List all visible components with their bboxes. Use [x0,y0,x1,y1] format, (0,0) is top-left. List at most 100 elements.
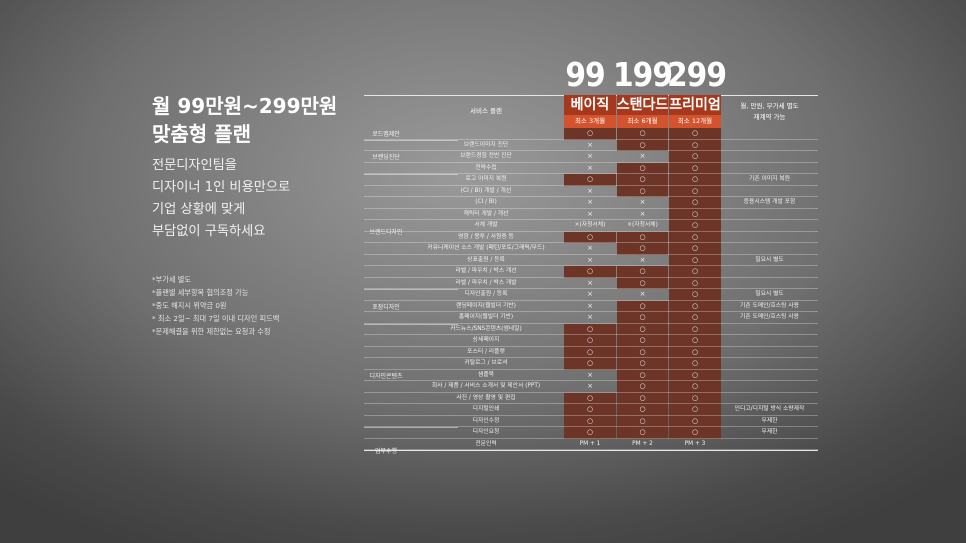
group-divider [364,323,458,325]
standard-plan-cell: ○ [617,381,668,393]
table-row: 라벨 / 파우치 / 박스 개선 ○ ○ ○ [364,266,818,278]
premium-plan-cell: ○ [669,415,721,427]
row-divider [364,219,818,220]
service-item: 사진 / 영상 촬영 및 편집 [456,394,516,401]
footnote: *부가세 별도 [152,275,191,284]
service-item: 라벨 / 파우치 / 박스 개선 [455,268,517,274]
row-divider [364,265,818,266]
premium-plan-cell: ○ [669,404,721,416]
table-row: 로고 이미지 복원 ○ ○ ○ 기존 이미지 복원 [364,174,818,186]
group-label: 업무수행 [374,447,398,455]
remark-cell: 응용시스템 개발 포함 [743,199,796,205]
row-divider [364,345,818,347]
service-item: 라벨 / 파우치 / 박스 개발 [455,279,517,286]
standard-plan-cell: ○ [617,162,668,174]
row-divider [364,184,818,186]
standard-plan-cell: ○ [617,174,668,186]
premium-plan-cell: ○ [669,254,721,266]
standard-plan-cell: ○ [617,277,668,289]
basic-plan-cell: ○ [564,231,616,243]
remark-cell: 기존 도메인/호스팅 사용 [740,302,799,309]
standard-plan-cell: ○ [617,392,668,404]
premium-plan-cell: ○ [669,185,721,197]
standard-plan-cell: × [639,152,646,160]
table-row: 전략수립 × ○ ○ [364,162,818,174]
premium-plan-cell: ○ [669,335,721,347]
plan-header-standard: 스탠다드 최소 6개월 [617,95,668,128]
price-premium: 299 [667,55,727,94]
group-label: 브랜드디자인 [369,229,403,236]
basic-plan-cell: ○ [564,335,616,347]
remark-cell: 기존 이미지 복원 [748,176,791,182]
service-item: (CI / BI) 개발 / 개선 [460,187,512,194]
row-divider [364,414,818,416]
extra-header-line1: 월, 만원, 부가세 별도 [740,101,799,110]
footnote: *문제해결을 위한 제한없는 요청과 수정 [152,327,271,336]
service-item: 서체 개발 [474,222,498,228]
table-row: (CI / BI) 개발 / 개선 × ○ ○ [364,185,818,197]
standard-plan-cell: ○ [617,231,668,243]
remark-cell: 인디고/디지털 방식 소량제작 [734,406,805,412]
table-row: 디자인수정 ○ ○ ○ 무제한 [364,415,818,427]
premium-plan-cell: PM + 3 [684,440,706,447]
table-row: 샘플북 × ○ ○ [364,369,818,381]
plan-min-premium: 최소 12개월 [669,115,721,128]
premium-plan-cell: ○ [669,312,721,324]
basic-plan-cell: ○ [564,266,616,278]
premium-plan-cell: ○ [669,243,721,255]
remark-cell: 무제한 [761,429,778,435]
description-line: 디자이너 1인 비용만으로 [152,180,291,195]
standard-plan-cell: × [639,209,646,218]
group-divider [364,289,458,290]
service-item: 전략수립 [475,164,497,171]
remark-cell: 무제한 [761,417,778,424]
table-row: 포스터 / 리플렛 ○ ○ ○ [364,346,818,358]
standard-plan-cell: ○ [617,415,668,427]
basic-plan-cell: PM + 1 [579,440,601,447]
row-divider [364,299,818,301]
group-label: 포장디자인 [372,303,400,311]
service-item: 상세페이지 [472,337,500,343]
row-divider [364,311,818,312]
basic-plan-cell: ○ [564,415,616,427]
basic-plan-cell: ○ [564,174,616,186]
service-item: 디자인출원 / 등록 [464,291,508,297]
service-item: 디자인수정 [472,417,500,424]
standard-plan-cell: ×(자청서체) [627,222,658,228]
headline-price-range: 월 99만원~299만원 [152,94,338,118]
basic-plan-cell: ×(자청서체) [574,222,606,228]
premium-plan-cell: ○ [669,208,721,220]
row-divider [364,426,818,427]
premium-plan-cell: ○ [669,381,721,393]
standard-plan-cell: ○ [617,300,668,312]
premium-plan-cell: ○ [669,266,721,278]
row-divider [364,368,818,370]
row-divider [364,403,818,404]
group-label: 디자인콘텐츠 [369,372,403,380]
group-divider [364,427,458,428]
premium-plan-cell: ○ [669,162,721,174]
row-divider [364,449,818,450]
table-row: 전문인력 PM + 1 PM + 2 PM + 3 [364,439,818,450]
premium-plan-cell: ○ [669,392,721,404]
service-item: 홈페이지(웹빌더 기반) [458,314,514,320]
description-line: 기업 상황에 맞게 [152,202,246,217]
table-row: 서체 개발 ×(자청서체) ×(자청서체) ○ [364,220,818,232]
basic-plan-cell: × [587,370,593,379]
row-divider [364,380,818,381]
service-item: 랜딩페이지(웹빌더 기반) [456,302,516,309]
row-divider [364,288,818,289]
row-divider [364,173,818,174]
basic-plan-cell: × [587,244,593,252]
remark-cell: 기존 도메인/호스팅 사용 [740,314,799,320]
premium-plan-cell: ○ [669,139,721,151]
standard-plan-cell: ○ [617,358,668,370]
footnote: * 최소 2일~ 최대 7일 이내 디자인 피드백 [152,314,280,323]
premium-plan-cell: ○ [669,358,721,370]
service-item: 전문인력 [475,440,497,447]
standard-plan-cell: ○ [617,323,668,335]
service-item: 카드뉴스/SNS콘텐츠(썸네일) [450,325,522,332]
standard-plan-cell: × [639,198,646,206]
table-row: 랜딩페이지(웹빌더 기반) × ○ ○ 기존 도메인/호스팅 사용 [364,300,818,312]
row-divider [364,196,818,197]
